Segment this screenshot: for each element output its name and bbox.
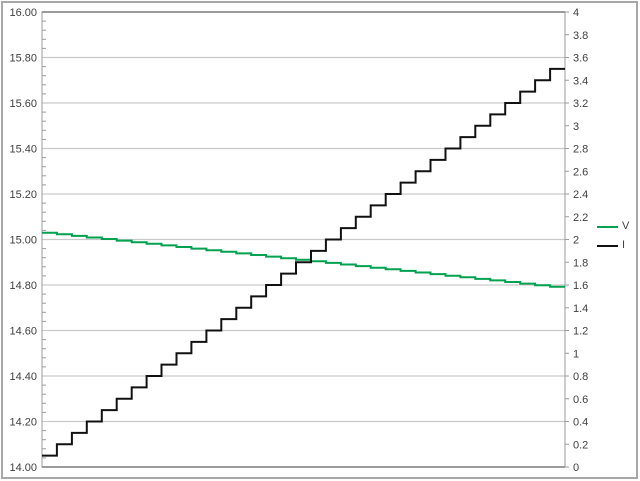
left-axis-tick-label: 14.60	[9, 326, 37, 338]
right-axis-tick-label: 2.2	[573, 212, 588, 224]
right-axis-tick-label: 0.6	[573, 394, 588, 406]
legend-item-i: I	[597, 240, 629, 251]
legend-label-v: V	[622, 220, 630, 232]
right-axis-tick-label: 2.8	[573, 144, 588, 156]
right-axis-tick-label: 2	[573, 235, 579, 247]
right-axis-tick-label: 0.2	[573, 439, 588, 451]
right-axis-tick-label: 2.4	[573, 189, 588, 201]
right-axis-tick-label: 3	[573, 121, 579, 133]
right-axis-tick-label: 3.8	[573, 30, 588, 42]
left-axis-tick-label: 14.20	[9, 417, 37, 429]
right-axis-tick-label: 1	[573, 348, 579, 360]
chart-legend: V I	[597, 221, 629, 251]
right-axis-tick-label: 0.8	[573, 371, 588, 383]
left-axis-tick-label: 15.40	[9, 144, 37, 156]
right-axis-tick-label: 0	[573, 462, 579, 474]
series-v-line	[42, 231, 565, 288]
left-axis-tick-label: 16.00	[9, 7, 37, 19]
left-axis-tick-label: 14.00	[9, 462, 37, 474]
left-axis-tick-label: 15.80	[9, 53, 37, 65]
legend-label-i: I	[622, 239, 626, 251]
right-axis-tick-label: 0.4	[573, 417, 588, 429]
right-axis-tick-label: 1.8	[573, 257, 588, 269]
right-axis-tick-label: 1.2	[573, 326, 588, 338]
left-axis-tick-label: 14.40	[9, 371, 37, 383]
legend-swatch-v-line	[597, 225, 618, 228]
left-axis-tick-label: 15.60	[9, 98, 37, 110]
right-axis-tick-label: 1.4	[573, 303, 588, 315]
right-axis-tick-label: 3.6	[573, 53, 588, 65]
legend-item-v: V	[597, 221, 629, 232]
left-axis-tick-label: 14.80	[9, 280, 37, 292]
left-axis-tick-label: 15.20	[9, 189, 37, 201]
right-axis-tick-label: 3.4	[573, 75, 588, 87]
right-axis-tick-label: 2.6	[573, 166, 588, 178]
legend-swatch-i-line	[597, 244, 618, 247]
series-i-line	[42, 67, 565, 457]
right-axis-tick-label: 4	[573, 7, 579, 19]
left-axis-tick-label: 15.00	[9, 235, 37, 247]
right-axis-tick-label: 3.2	[573, 98, 588, 110]
right-axis-tick-label: 1.6	[573, 280, 588, 292]
